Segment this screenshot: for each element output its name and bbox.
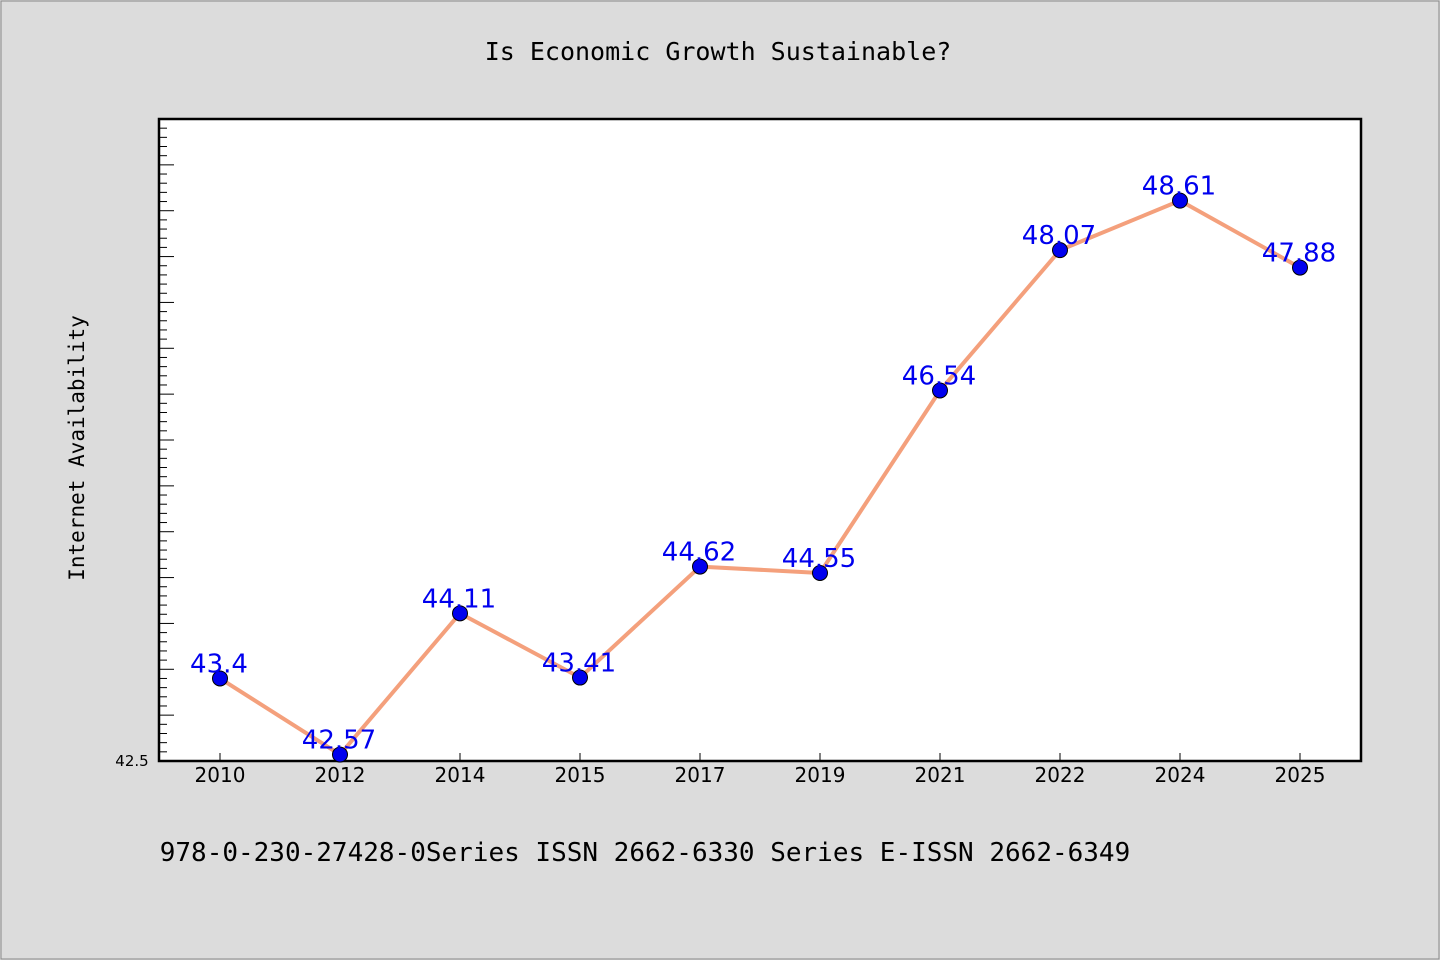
x-axis-ticks: 2010 2012 2014 2015 2017 2019 2021 2022 2024 2025 xyxy=(195,753,1326,787)
chart-title: Is Economic Growth Sustainable? xyxy=(485,37,952,66)
x-tick-label: 2022 xyxy=(1035,763,1086,787)
data-label: 44.11 xyxy=(422,584,496,614)
data-label: 47.88 xyxy=(1262,239,1336,269)
data-label: 42.57 xyxy=(302,726,376,756)
data-point xyxy=(932,382,948,399)
series-line-group xyxy=(218,198,1302,757)
y-tick-label: 42.5 xyxy=(115,752,148,770)
data-point xyxy=(332,746,348,763)
x-tick-label: 2024 xyxy=(1155,763,1206,787)
x-tick-label: 2012 xyxy=(315,763,366,787)
data-label: 43.4 xyxy=(190,649,248,679)
x-tick-label: 2017 xyxy=(675,763,726,787)
data-point xyxy=(212,670,228,687)
data-point xyxy=(812,564,828,581)
footer-isbn-text: 978-0-230-27428-0Series ISSN 2662-6330 S… xyxy=(160,838,1131,868)
data-markers xyxy=(212,192,1308,763)
x-tick-label: 2014 xyxy=(435,763,486,787)
y-axis-label: Internet Availability xyxy=(65,315,89,581)
data-label: 44.62 xyxy=(662,538,736,568)
data-label: 48.07 xyxy=(1022,221,1096,251)
data-point xyxy=(692,558,708,575)
data-point xyxy=(572,669,588,686)
data-labels: 43.4 42.57 44.11 43.41 44.62 44.55 46.54 48.07 4… xyxy=(190,172,1336,756)
x-tick-label: 2015 xyxy=(555,763,606,787)
series-line xyxy=(218,198,1302,757)
data-point xyxy=(1172,192,1188,209)
data-point xyxy=(452,605,468,622)
x-tick-label: 2010 xyxy=(195,763,246,787)
x-tick-label: 2019 xyxy=(795,763,846,787)
x-tick-label: 2025 xyxy=(1275,763,1326,787)
data-label: 43.41 xyxy=(542,649,616,679)
x-tick-label: 2021 xyxy=(915,763,966,787)
data-point xyxy=(1292,259,1308,276)
data-point xyxy=(1052,242,1068,259)
data-label: 46.54 xyxy=(902,361,976,391)
y-axis-ticks xyxy=(160,127,174,762)
data-label: 44.55 xyxy=(782,544,856,574)
data-label: 48.61 xyxy=(1142,172,1216,202)
plot-area xyxy=(157,117,1363,763)
